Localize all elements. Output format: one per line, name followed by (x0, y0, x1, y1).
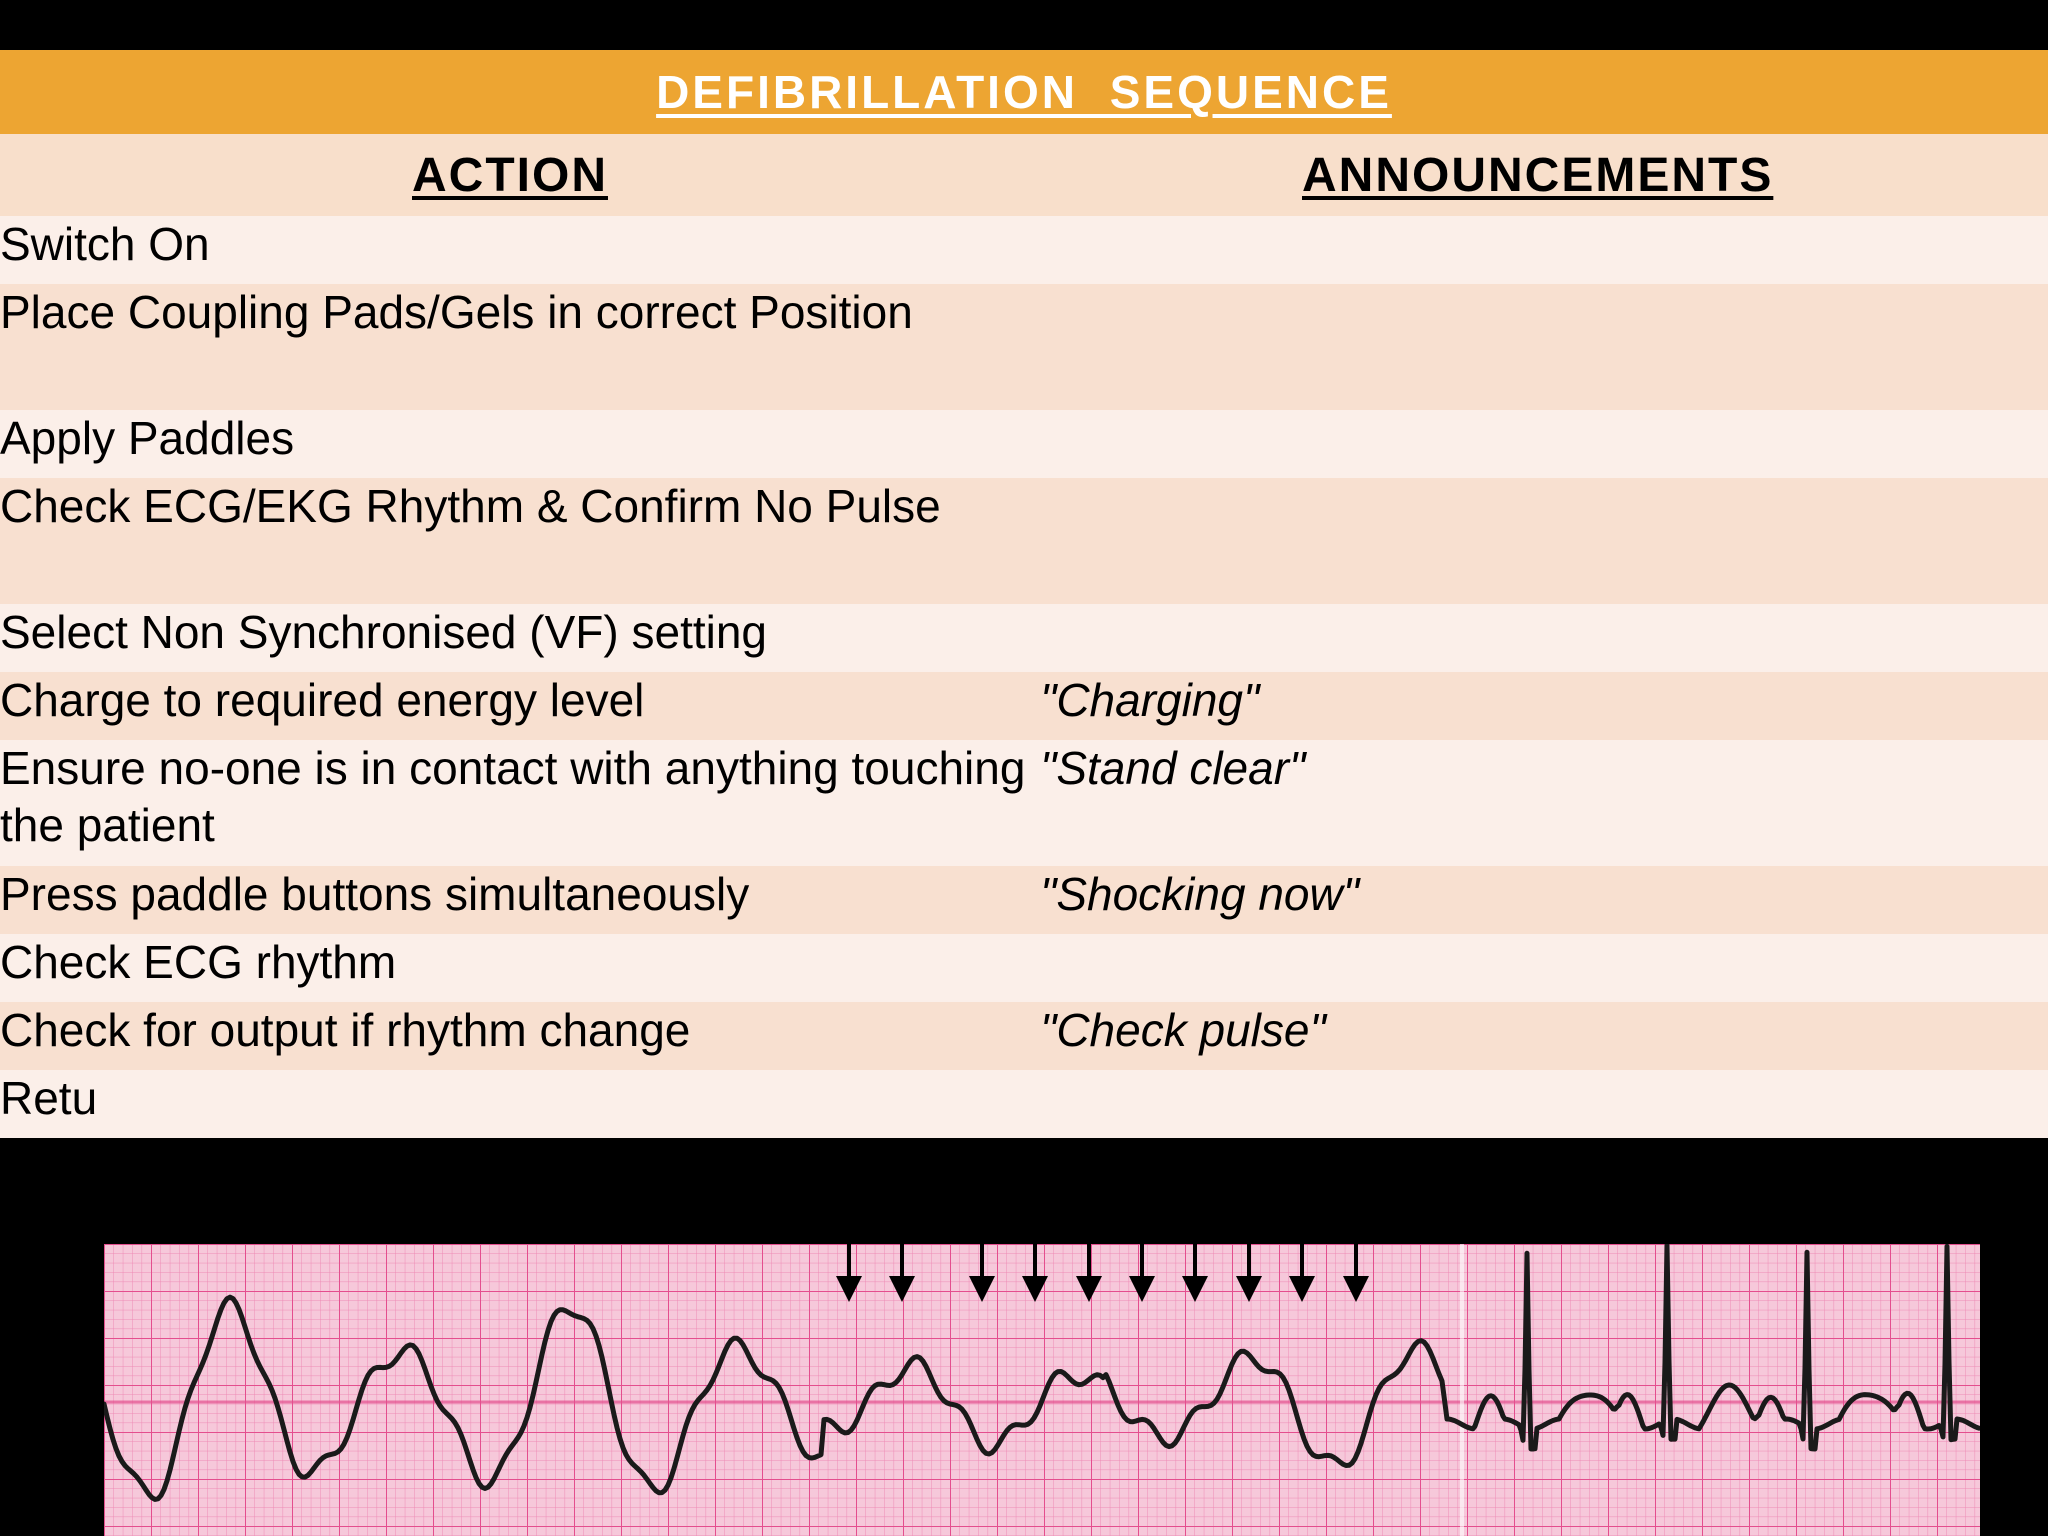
action-cell: Retu (0, 1070, 1040, 1138)
table-row: Press paddle buttons simultaneously "Sho… (0, 866, 2048, 934)
shock-arrow-head-icon (1289, 1276, 1315, 1302)
sequence-table: ACTION ANNOUNCEMENTS Switch On Place Cou… (0, 134, 2048, 1138)
shock-arrow-head-icon (1129, 1276, 1155, 1302)
ecg-waveform-icon (104, 1244, 1980, 1536)
ecg-strip-image (104, 1244, 1980, 1536)
action-cell: Apply Paddles (0, 410, 1040, 478)
slide-title: DEFIBRILLATION SEQUENCE (656, 66, 1392, 118)
shock-arrow-head-icon (836, 1276, 862, 1302)
header-action: ACTION (0, 134, 1040, 216)
shock-arrow-head-icon (1182, 1276, 1208, 1302)
table-header-row: ACTION ANNOUNCEMENTS (0, 134, 2048, 216)
shock-arrow-head-icon (1236, 1276, 1262, 1302)
action-cell: Press paddle buttons simultaneously (0, 866, 1040, 934)
announcement-cell (1040, 1070, 2048, 1138)
action-cell: Place Coupling Pads/Gels in correct Posi… (0, 284, 1040, 410)
shock-arrow-head-icon (969, 1276, 995, 1302)
announcement-cell (1040, 284, 2048, 410)
announcement-cell (1040, 410, 2048, 478)
announcement-cell (1040, 216, 2048, 284)
action-cell: Check ECG rhythm (0, 934, 1040, 1002)
table-row: Charge to required energy level "Chargin… (0, 672, 2048, 740)
announcement-cell: "Check pulse" (1040, 1002, 2048, 1070)
table-row: Select Non Synchronised (VF) setting (0, 604, 2048, 672)
ecg-trace (104, 1244, 1980, 1502)
table-row: Retu (0, 1070, 2048, 1138)
title-bar: DEFIBRILLATION SEQUENCE (0, 50, 2048, 134)
table-row: Check ECG rhythm (0, 934, 2048, 1002)
action-cell: Check for output if rhythm change (0, 1002, 1040, 1070)
announcement-cell: "Stand clear" (1040, 740, 2048, 866)
action-cell: Ensure no-one is in contact with anythin… (0, 740, 1040, 866)
announcement-cell (1040, 478, 2048, 604)
action-cell: Check ECG/EKG Rhythm & Confirm No Pulse (0, 478, 1040, 604)
announcement-cell: "Shocking now" (1040, 866, 2048, 934)
announcement-cell (1040, 604, 2048, 672)
table-row: Apply Paddles (0, 410, 2048, 478)
shock-arrow-head-icon (1022, 1276, 1048, 1302)
action-cell: Switch On (0, 216, 1040, 284)
shock-arrow-head-icon (889, 1276, 915, 1302)
table-row: Switch On (0, 216, 2048, 284)
table-row: Ensure no-one is in contact with anythin… (0, 740, 2048, 866)
shock-arrow-head-icon (1343, 1276, 1369, 1302)
action-cell: Charge to required energy level (0, 672, 1040, 740)
table-row: Place Coupling Pads/Gels in correct Posi… (0, 284, 2048, 410)
table-row: Check ECG/EKG Rhythm & Confirm No Pulse (0, 478, 2048, 604)
shock-arrow-icons (836, 1244, 1369, 1302)
action-cell: Select Non Synchronised (VF) setting (0, 604, 1040, 672)
table-row: Check for output if rhythm change "Check… (0, 1002, 2048, 1070)
header-announcements: ANNOUNCEMENTS (1040, 134, 2048, 216)
announcement-cell (1040, 934, 2048, 1002)
shock-arrow-head-icon (1076, 1276, 1102, 1302)
announcement-cell: "Charging" (1040, 672, 2048, 740)
